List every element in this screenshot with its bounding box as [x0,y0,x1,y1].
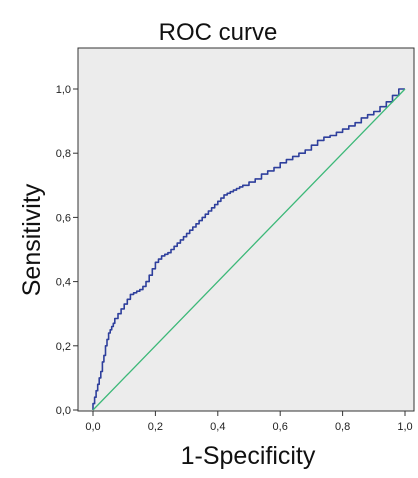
roc-curve-line [92,88,405,410]
y-axis-title: Sensitivity [18,183,46,296]
x-tick-label: 1,0 [397,421,412,433]
x-tick-label: 0,0 [85,421,100,433]
chart-title: ROC curve [159,19,278,46]
x-tick-label: 0,2 [148,421,163,433]
y-tick-label: 0,4 [56,277,71,289]
y-tick-label: 0,2 [56,341,71,353]
reference-diagonal-line [92,88,406,411]
y-tick-label: 0,6 [56,212,71,224]
plot-background [77,47,415,412]
y-tick-label: 0,0 [56,405,71,417]
y-tick-label: 0,8 [56,148,71,160]
x-tick-label: 0,8 [335,421,350,433]
plot-area: 0,0 0,2 0,4 0,6 0,8 1,0 0,0 0,2 0,4 0,6 0,8 1,0 [56,47,415,433]
y-tick-label: 1,0 [56,84,71,96]
x-tick-label: 0,6 [273,421,288,433]
x-axis-title: 1-Specificity [181,442,316,470]
x-tick-label: 0,4 [210,421,225,433]
